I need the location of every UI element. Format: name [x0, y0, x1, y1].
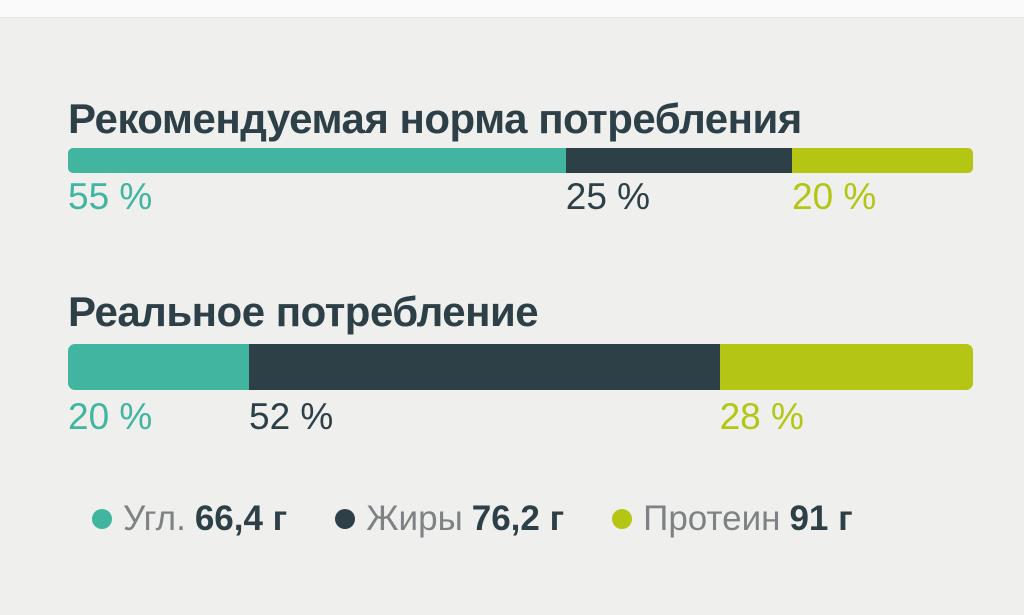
percent-label-protein: 20 %: [792, 176, 877, 217]
status-bar-strip: [0, 0, 1024, 18]
chart-row: Рекомендуемая норма потребления 55 % 25 % 2…: [68, 95, 973, 217]
legend-label: Протеин: [643, 499, 781, 538]
bar-percent-labels: 55 % 25 % 20 %: [68, 176, 973, 220]
legend-label: Угл.: [123, 499, 186, 538]
legend-item-protein: Протеин 91 г: [612, 498, 853, 540]
percent-label-fats: 25 %: [565, 176, 651, 217]
legend-label: Жиры: [366, 499, 463, 538]
bar-segment-carbs: [68, 344, 249, 390]
percent-label-carbs: 20 %: [68, 396, 153, 437]
stacked-bar: [68, 148, 973, 173]
legend-item-carbs: Угл. 66,4 г: [92, 498, 287, 540]
legend-value: 91 г: [789, 499, 853, 538]
percent-label-fats: 52 %: [249, 396, 334, 437]
chart-legend: Угл. 66,4 г Жиры 76,2 г Протеин 91 г: [92, 498, 853, 540]
bar-segment-fats: [565, 148, 792, 173]
bar-segment-protein: [792, 148, 973, 173]
legend-item-fats: Жиры 76,2 г: [335, 498, 564, 540]
legend-dot-icon: [612, 509, 633, 529]
percent-label-protein: 28 %: [719, 396, 804, 437]
legend-dot-icon: [92, 509, 112, 529]
bar-segment-protein: [719, 344, 973, 390]
chart-row: Реальное потребление 20 % 52 % 28 %: [68, 288, 973, 437]
chart-row-title: Реальное потребление: [68, 288, 539, 335]
percent-label-carbs: 55 %: [68, 176, 153, 217]
legend-dot-icon: [335, 509, 356, 529]
bar-segment-carbs: [68, 148, 566, 173]
stacked-bar: [68, 344, 973, 390]
legend-value: 66,4 г: [194, 499, 288, 538]
bar-segment-fats: [249, 344, 720, 390]
chart-row-title: Рекомендуемая норма потребления: [68, 95, 802, 142]
legend-value: 76,2 г: [471, 499, 565, 538]
bar-percent-labels: 20 % 52 % 28 %: [68, 396, 973, 440]
